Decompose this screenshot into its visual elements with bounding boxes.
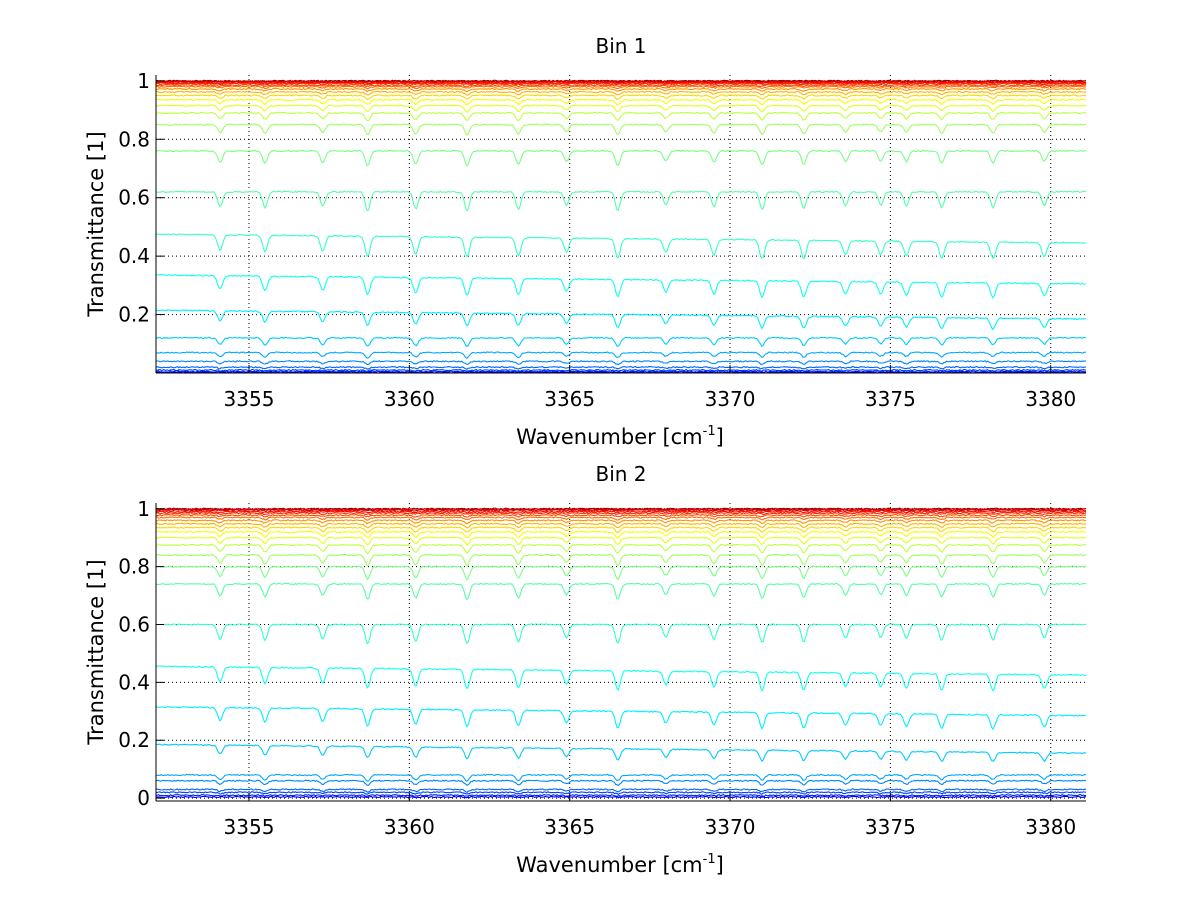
y-ticks: 0.2 0.4 0.6 0.8 1 (118, 69, 164, 327)
series-line (155, 360, 1087, 366)
series-line (155, 190, 1087, 212)
axes (155, 503, 1086, 802)
series-line (155, 795, 1087, 799)
x-tick-label: 3365 (544, 387, 595, 411)
y-tick-label: 0.2 (118, 303, 150, 327)
y-tick-label: 0.8 (118, 555, 150, 579)
series-line (155, 790, 1087, 796)
x-tick-label: 3380 (1025, 815, 1076, 839)
chart-panel-bin-1: 3355 3360 3365 3370 3375 3380 0.2 0.4 0.6 0.8 1 B… (84, 34, 1087, 449)
series-line (155, 233, 1087, 260)
x-tick-label: 3355 (224, 815, 275, 839)
x-tick-label: 3355 (224, 387, 275, 411)
series-line (155, 536, 1087, 547)
series-line (155, 509, 1087, 512)
series-line (156, 519, 1087, 525)
y-tick-label: 0.6 (118, 186, 150, 210)
series-line (155, 104, 1087, 114)
series-line (155, 623, 1087, 645)
x-tick-label: 3370 (705, 815, 756, 839)
series-line (155, 309, 1087, 331)
y-ticks: 0 0.2 0.4 0.6 0.8 1 (118, 497, 164, 810)
x-tick-label: 3365 (544, 815, 595, 839)
series-line (155, 123, 1087, 136)
series-line (155, 516, 1087, 521)
series-line (155, 543, 1087, 554)
x-tick-label: 3360 (384, 387, 435, 411)
x-axis-label: Wavenumber [cm-1] (516, 852, 724, 877)
x-tick-label: 3375 (865, 387, 916, 411)
x-tick-label: 3370 (705, 387, 756, 411)
plot-area (156, 75, 1086, 373)
series-line (155, 513, 1087, 518)
series-lines (155, 507, 1087, 799)
series-line (155, 80, 1087, 83)
series-line (155, 83, 1087, 88)
series-line (155, 111, 1087, 122)
series-line (155, 706, 1087, 731)
series-line (155, 582, 1087, 601)
series-line (155, 82, 1087, 86)
series-line (155, 526, 1087, 534)
series-line (156, 87, 1087, 93)
series-line (155, 665, 1087, 692)
x-tick-label: 3380 (1025, 387, 1076, 411)
series-line (155, 522, 1087, 529)
y-tick-label: 0.2 (118, 728, 150, 752)
y-tick-label: 0.8 (118, 127, 150, 151)
series-line (155, 793, 1087, 798)
y-tick-label: 0.4 (118, 244, 150, 268)
series-line (155, 274, 1087, 299)
series-line (155, 565, 1087, 581)
series-line (155, 779, 1087, 787)
series-line (155, 510, 1087, 514)
series-line (155, 98, 1087, 106)
series-line (155, 365, 1087, 370)
x-tick-label: 3360 (384, 815, 435, 839)
x-axis-label: Wavenumber [cm-1] (516, 424, 724, 449)
series-line (155, 508, 1087, 511)
series-line (155, 368, 1087, 373)
y-axis-label: Transmittance [1] (84, 131, 108, 317)
y-tick-label: 1 (137, 497, 150, 521)
series-line (155, 90, 1087, 96)
series-lines (155, 79, 1087, 374)
series-line (155, 530, 1087, 539)
y-tick-label: 1 (137, 69, 150, 93)
series-line (155, 788, 1087, 793)
x-ticks: 3355 3360 3365 3370 3375 3380 (224, 365, 1076, 411)
series-line (155, 773, 1087, 783)
y-axis-label: Transmittance [1] (84, 559, 108, 745)
x-ticks: 3355 3360 3365 3370 3375 3380 (224, 793, 1076, 839)
series-line (155, 553, 1086, 567)
chart-title: Bin 1 (595, 34, 646, 58)
y-tick-label: 0 (137, 786, 150, 810)
series-line (155, 351, 1087, 360)
chart-title: Bin 2 (595, 462, 646, 486)
series-line (155, 511, 1087, 516)
series-line (155, 336, 1087, 348)
chart-panel-bin-2: 3355 3360 3365 3370 3375 3380 00.20.40.60.81 … (84, 462, 1087, 877)
x-tick-label: 3375 (865, 815, 916, 839)
series-line (155, 743, 1087, 763)
y-tick-label: 0.6 (118, 613, 150, 637)
series-line (155, 94, 1087, 101)
series-line (155, 85, 1086, 90)
series-line (156, 149, 1087, 167)
axes (155, 75, 1086, 374)
y-tick-label: 0.4 (118, 670, 150, 694)
